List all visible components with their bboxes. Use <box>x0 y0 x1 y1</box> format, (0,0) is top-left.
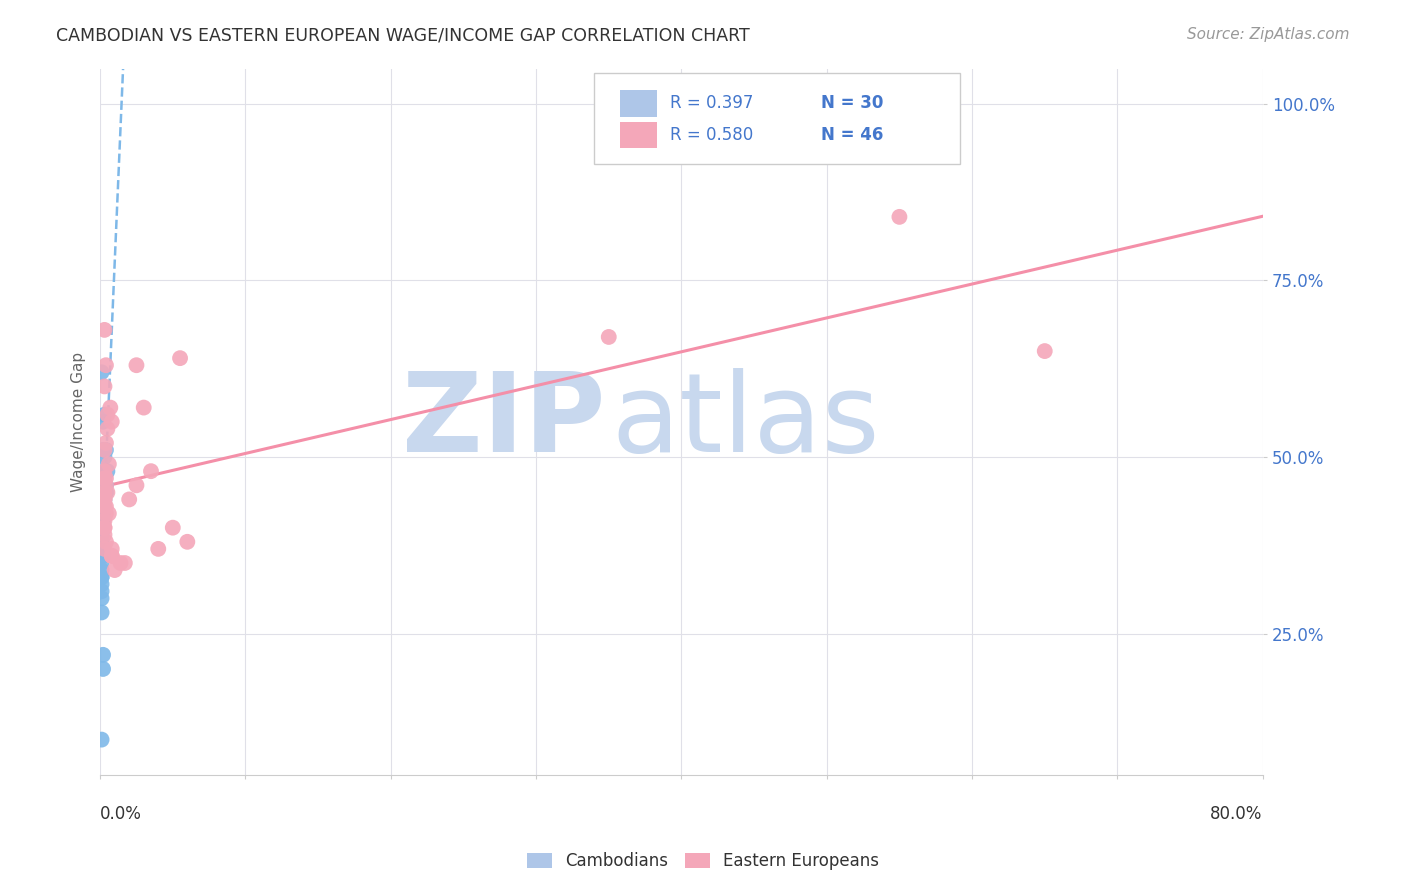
Text: atlas: atlas <box>612 368 880 475</box>
Point <box>100 415 122 429</box>
Point <box>90 584 112 599</box>
Point <box>93 450 115 464</box>
Point <box>93 408 115 422</box>
Point <box>100 541 122 556</box>
Legend: Cambodians, Eastern Europeans: Cambodians, Eastern Europeans <box>520 846 886 877</box>
Point <box>90 534 112 549</box>
Point <box>94 507 117 521</box>
Point <box>94 500 117 514</box>
Point <box>93 521 115 535</box>
Point <box>91 514 114 528</box>
Text: R = 0.397: R = 0.397 <box>669 95 754 112</box>
Point <box>889 210 911 224</box>
Point <box>125 358 148 372</box>
Point <box>93 500 115 514</box>
Text: Source: ZipAtlas.com: Source: ZipAtlas.com <box>1187 27 1350 42</box>
Point <box>91 549 114 563</box>
Point <box>1033 344 1056 359</box>
Point <box>93 492 115 507</box>
Point <box>114 556 136 570</box>
Point <box>90 570 112 584</box>
Point <box>90 563 112 577</box>
Point <box>118 492 141 507</box>
Point <box>132 401 155 415</box>
Text: N = 46: N = 46 <box>821 126 883 144</box>
Point <box>94 471 117 485</box>
Point <box>93 514 115 528</box>
Point <box>93 464 115 478</box>
Point <box>94 478 117 492</box>
Point <box>97 507 120 521</box>
Point <box>94 442 117 457</box>
Point <box>93 442 115 457</box>
Point <box>93 471 115 485</box>
Point <box>93 492 115 507</box>
Point <box>90 732 112 747</box>
Point <box>94 478 117 492</box>
Point <box>93 492 115 507</box>
Text: CAMBODIAN VS EASTERN EUROPEAN WAGE/INCOME GAP CORRELATION CHART: CAMBODIAN VS EASTERN EUROPEAN WAGE/INCOM… <box>56 27 749 45</box>
Point <box>94 358 117 372</box>
Point <box>90 527 112 541</box>
Point <box>93 464 115 478</box>
Point <box>90 606 112 620</box>
Text: N = 30: N = 30 <box>821 95 883 112</box>
Point <box>90 577 112 591</box>
Point <box>93 379 115 393</box>
Point <box>96 485 118 500</box>
Text: 80.0%: 80.0% <box>1211 805 1263 823</box>
Y-axis label: Wage/Income Gap: Wage/Income Gap <box>72 351 86 491</box>
Point <box>90 570 112 584</box>
Text: ZIP: ZIP <box>402 368 606 475</box>
Point <box>110 556 132 570</box>
FancyBboxPatch shape <box>620 121 657 148</box>
Point <box>94 534 117 549</box>
Point <box>93 541 115 556</box>
Point <box>96 408 118 422</box>
Point <box>90 521 112 535</box>
Point <box>90 365 112 379</box>
Point <box>97 457 120 471</box>
Point <box>91 442 114 457</box>
Point <box>93 521 115 535</box>
Point <box>148 541 170 556</box>
Point <box>94 485 117 500</box>
Point <box>139 464 162 478</box>
FancyBboxPatch shape <box>595 73 960 164</box>
Point <box>91 648 114 662</box>
Point <box>96 422 118 436</box>
Point <box>125 478 148 492</box>
Text: R = 0.580: R = 0.580 <box>669 126 754 144</box>
Point <box>93 485 115 500</box>
Point <box>91 541 114 556</box>
Point <box>91 507 114 521</box>
Point <box>598 330 620 344</box>
Point <box>93 527 115 541</box>
Point <box>94 436 117 450</box>
FancyBboxPatch shape <box>620 90 657 117</box>
Point <box>93 323 115 337</box>
Point <box>90 556 112 570</box>
Point <box>104 563 127 577</box>
Point <box>91 415 114 429</box>
Point <box>90 591 112 606</box>
Point <box>100 549 122 563</box>
Point <box>176 534 198 549</box>
Point <box>98 401 121 415</box>
Point <box>169 351 191 366</box>
Point <box>162 521 184 535</box>
Point <box>91 500 114 514</box>
Text: 0.0%: 0.0% <box>100 805 142 823</box>
Point <box>91 662 114 676</box>
Point <box>100 549 122 563</box>
Point <box>96 464 118 478</box>
